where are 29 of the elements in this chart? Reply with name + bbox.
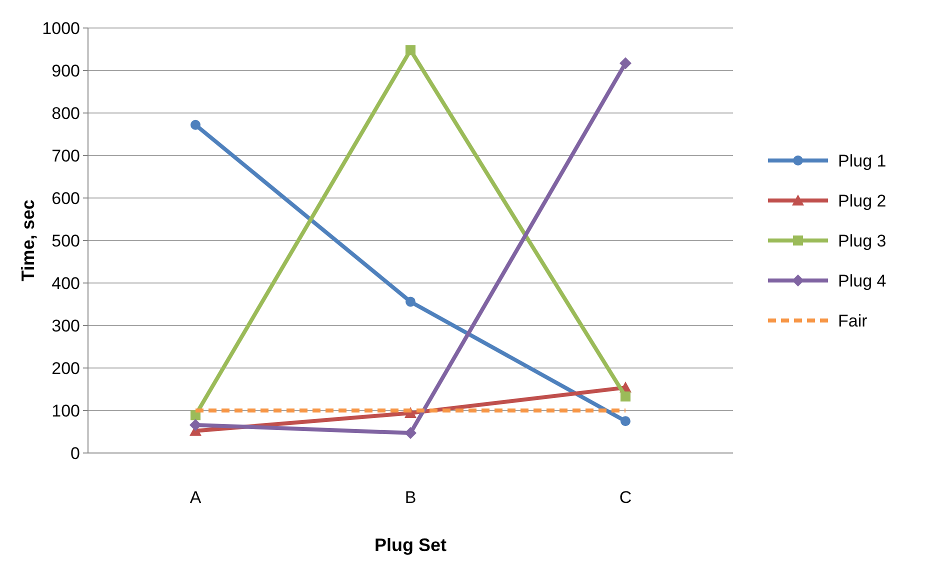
y-tick-label: 700 [52, 146, 80, 166]
x-axis-title: Plug Set [374, 535, 447, 555]
legend-label: Plug 4 [838, 271, 886, 290]
y-tick-label: 1000 [42, 18, 80, 38]
point [620, 57, 632, 70]
legend-label: Plug 2 [838, 191, 886, 210]
y-tick-label: 800 [52, 104, 80, 123]
x-tick-label: C [619, 488, 632, 507]
legend-label: Plug 1 [838, 151, 886, 170]
point [406, 45, 416, 56]
point [406, 296, 416, 307]
y-tick-label: 0 [70, 444, 80, 463]
y-tick-label: 100 [52, 401, 80, 420]
point [190, 418, 202, 431]
point [190, 120, 200, 130]
y-tick-label: 200 [52, 358, 80, 378]
y-axis-title: Time, sec [18, 200, 38, 282]
y-tick-label: 400 [52, 274, 80, 293]
point [404, 427, 416, 440]
legend-label: Fair [838, 311, 868, 330]
y-tick-label: 300 [52, 316, 80, 336]
x-tick-label: A [190, 488, 202, 507]
point [620, 391, 630, 402]
y-tick-label: 900 [52, 61, 80, 80]
y-tick-label: 600 [52, 188, 80, 208]
x-tick-label: B [404, 488, 416, 507]
y-tick-label: 500 [52, 231, 80, 250]
point [620, 416, 630, 426]
legend-label: Plug 3 [838, 231, 886, 250]
